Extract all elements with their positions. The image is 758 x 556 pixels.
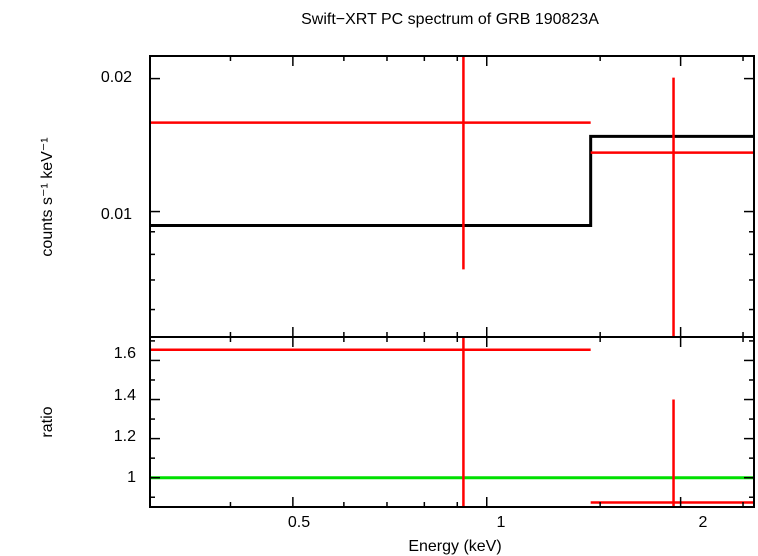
top-panel: 0.02 0.01 counts s⁻¹ keV⁻¹ — [39, 55, 755, 338]
bottom-axis-ticks — [149, 337, 754, 507]
top-axis-ticks — [149, 56, 754, 337]
x-tick-label: 2 — [699, 514, 708, 531]
y-tick-label: 1.6 — [114, 345, 136, 362]
bottom-plot-content — [150, 337, 754, 507]
y-tick-label: 0.01 — [101, 206, 132, 223]
x-axis-label: Energy (keV) — [408, 538, 501, 555]
x-tick-label: 1 — [497, 514, 506, 531]
bottom-y-axis-label: ratio — [39, 406, 56, 437]
y-tick-label: 0.02 — [101, 69, 132, 86]
y-tick-label: 1.4 — [114, 387, 136, 404]
model-step-line — [150, 134, 754, 227]
top-panel-frame — [149, 55, 755, 338]
chart-title: Swift−XRT PC spectrum of GRB 190823A — [301, 11, 599, 28]
x-tick-label: 0.5 — [288, 514, 310, 531]
top-plot-content — [150, 56, 754, 337]
y-tick-label: 1 — [127, 469, 136, 486]
top-y-axis-label: counts s⁻¹ keV⁻¹ — [39, 137, 56, 256]
y-tick-label: 1.2 — [114, 428, 136, 445]
bottom-panel-frame — [149, 336, 755, 508]
bottom-panel: 1.6 1.4 1.2 1 0.5 1 2 ratio Energy (keV) — [39, 336, 755, 555]
